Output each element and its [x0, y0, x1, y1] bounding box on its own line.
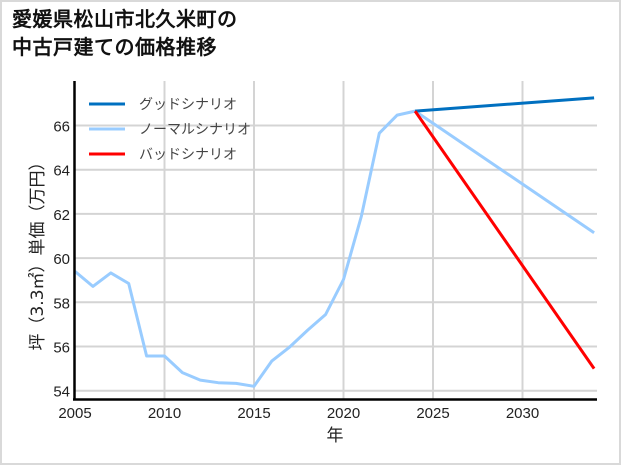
chart-title: 愛媛県松山市北久米町の 中古戸建ての価格推移 [12, 5, 238, 61]
axes [73, 81, 597, 401]
chart-title-line-1: 愛媛県松山市北久米町の [12, 7, 238, 31]
series-line-2 [413, 110, 596, 370]
y-tick-label: 56 [53, 340, 70, 357]
x-tick-label: 2005 [58, 405, 91, 422]
x-axis-label: 年 [327, 426, 344, 446]
y-tick-label: 54 [53, 384, 70, 401]
y-tick-label: 66 [53, 119, 70, 136]
gridlines [75, 81, 597, 400]
y-tick-label: 58 [53, 295, 70, 312]
chart-title-line-2: 中古戸建ての価格推移 [12, 35, 217, 59]
x-tick-label: 2020 [327, 405, 360, 422]
x-tick-label: 2025 [416, 405, 449, 422]
x-tick-labels: 2005 2010 2015 2020 2025 2030 [58, 405, 539, 422]
legend-label: グッドシナリオ [139, 97, 237, 113]
legend-label: バッドシナリオ [139, 147, 237, 163]
y-axis-label: 坪（3.3㎡）単価（万円） [28, 153, 48, 350]
y-tick-labels: 54 56 58 60 62 64 66 [53, 119, 70, 401]
y-tick-label: 64 [53, 163, 70, 180]
series-line-1 [75, 109, 595, 388]
legend-label: ノーマルシナリオ [139, 122, 251, 138]
y-tick-label: 60 [53, 251, 70, 268]
x-tick-label: 2010 [148, 405, 181, 422]
series-line-0 [414, 96, 595, 113]
x-tick-label: 2015 [237, 405, 270, 422]
x-tick-label: 2030 [506, 405, 539, 422]
y-tick-label: 62 [53, 207, 70, 224]
data-series [75, 96, 596, 388]
